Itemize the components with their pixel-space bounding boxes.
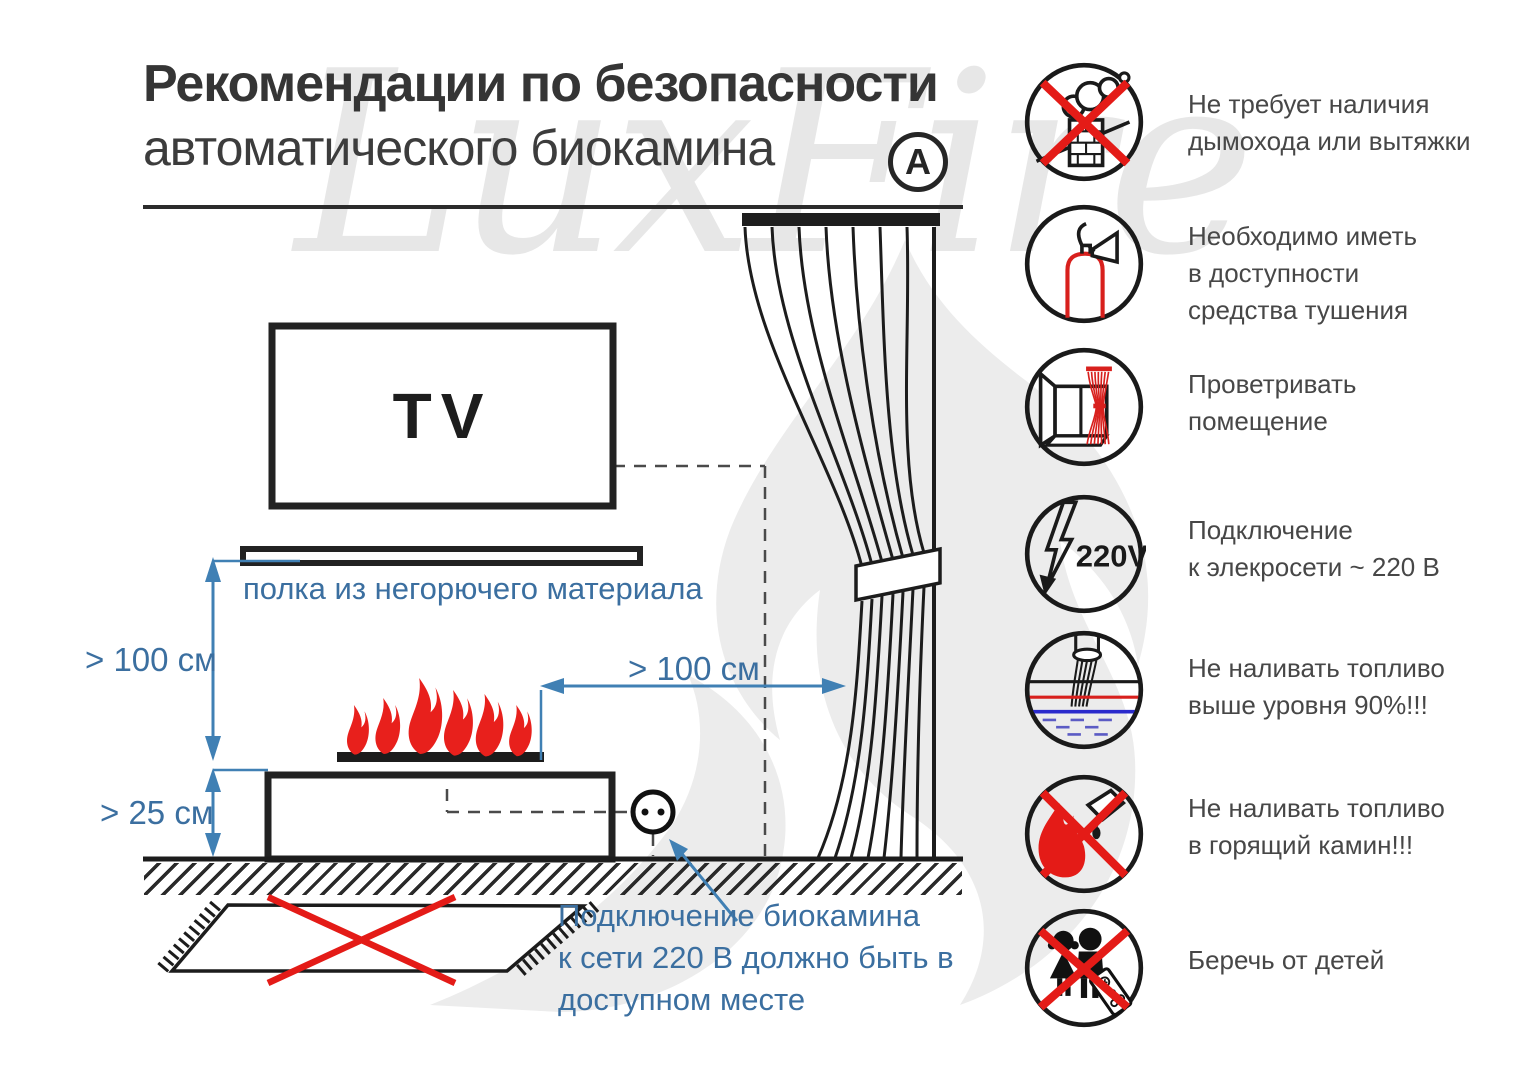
safety-item-text: Беречь от детей xyxy=(1188,945,1385,975)
fuel-level-icon xyxy=(1024,630,1144,750)
flames xyxy=(347,678,532,757)
page-title-line2: автоматического биокамина xyxy=(143,120,775,176)
no-chimney-icon xyxy=(1024,62,1144,182)
power-220v-icon: 220V xyxy=(1024,494,1146,614)
safety-item-text: Не требует наличия дымохода или вытяжки xyxy=(1188,89,1471,156)
safety-item-text: Подключение к элекросети ~ 220 В xyxy=(1188,515,1440,582)
dim-to-curtain: > 100 см xyxy=(628,650,760,687)
shelf-material-label: полка из негорючего материала xyxy=(243,571,703,606)
prohibition-cross xyxy=(1037,927,1131,1011)
fuel-drop xyxy=(1092,826,1101,840)
variant-a-letter: A xyxy=(905,141,931,182)
voltage-label: 220V xyxy=(1076,538,1146,573)
power-socket xyxy=(630,789,676,835)
safety-item-text: Проветривать помещение xyxy=(1188,369,1357,436)
tv-outline xyxy=(268,322,617,510)
prohibition-cross xyxy=(1039,789,1129,879)
dim-shelf-to-flame: > 100 см xyxy=(85,641,217,678)
variant-a-badge: A xyxy=(888,132,948,192)
curtain xyxy=(742,213,942,859)
fireplace xyxy=(264,678,616,863)
keep-away-children-icon xyxy=(1024,908,1144,1028)
no-refuel-burning-icon xyxy=(1024,774,1144,894)
window-curtain xyxy=(1086,366,1112,445)
floor-hatching xyxy=(144,863,962,895)
dim-fireplace-height: > 25 см xyxy=(100,794,214,831)
safety-item-text: Не наливать топливо в горящий камин!!! xyxy=(1188,793,1445,860)
red-cross xyxy=(266,894,457,986)
flame-shape xyxy=(1038,803,1086,878)
socket-accessibility-note: Подключение биокамина к сети 220 В должн… xyxy=(558,898,954,1017)
shelf xyxy=(240,546,643,566)
fire-extinguisher-icon xyxy=(1024,204,1144,324)
safety-item-text: Необходимо иметь в доступности средства … xyxy=(1188,221,1418,325)
liquid-dashes xyxy=(1042,718,1112,736)
carpet-forbidden xyxy=(155,894,600,986)
bolt-arrowhead xyxy=(1039,574,1057,596)
prohibition-cross xyxy=(1039,79,1131,167)
carpet-fringe-right xyxy=(514,901,600,977)
socket-leader-arrow xyxy=(676,848,739,922)
tv-label: TV xyxy=(392,380,493,452)
burner-plate xyxy=(337,752,544,762)
ventilate-window-icon xyxy=(1024,347,1144,467)
carpet-fringe-left xyxy=(155,900,221,976)
fireplace-body xyxy=(264,771,616,863)
dashed-connectors xyxy=(445,464,767,857)
safety-item-text: Не наливать топливо выше уровня 90%!!! xyxy=(1188,653,1445,720)
dimension-lines xyxy=(205,557,846,922)
page-title-line1: Рекомендации по безопасности xyxy=(143,55,939,113)
curtain-rod xyxy=(742,213,940,226)
curtain-tieback xyxy=(854,546,942,603)
